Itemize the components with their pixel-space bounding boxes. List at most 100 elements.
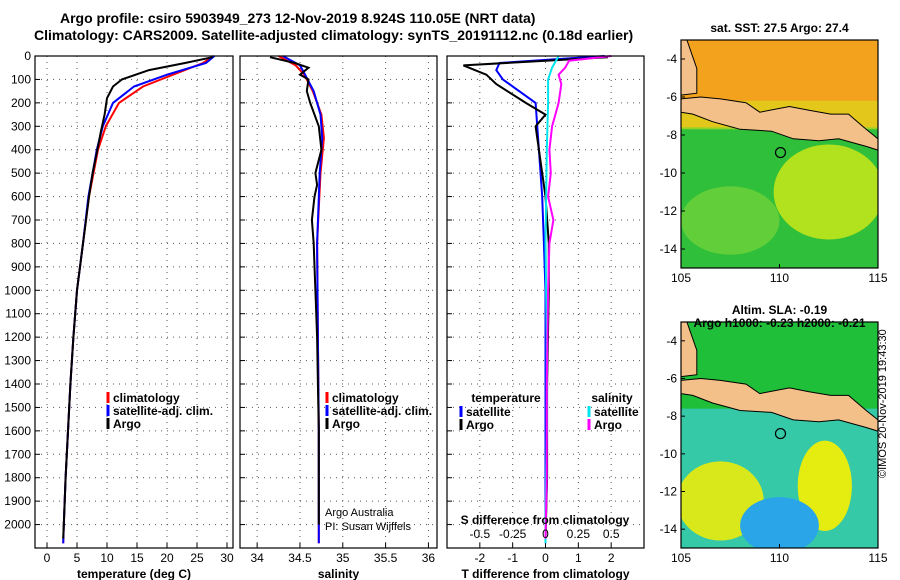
map-x-tick-label: 110 <box>770 551 789 565</box>
map-title: sat. SST: 27.5 Argo: 27.4 <box>710 21 849 35</box>
y-tick-label: 700 <box>11 213 31 227</box>
legend-title-temperature: temperature <box>471 391 541 405</box>
low-sla-south <box>740 497 819 548</box>
x-tick-label: 35 <box>336 551 350 565</box>
x-axis-label: salinity <box>318 567 360 580</box>
x-tick-label: 10 <box>100 551 114 565</box>
map-x-tick-label: 110 <box>770 271 789 285</box>
argo-float-marker <box>774 427 787 440</box>
x-tick-label: 34 <box>250 551 264 565</box>
x-tick-label: 20 <box>160 551 174 565</box>
y-tick-label: 1300 <box>4 354 31 368</box>
sumatra-land <box>681 40 698 96</box>
y-tick-label: 1900 <box>4 494 31 508</box>
sumatra-land <box>681 322 698 378</box>
difference-panel: -2 -1 0 1 2 T difference from climatology -0.5… <box>446 55 645 580</box>
legend-label: Argo <box>113 417 141 431</box>
legend-label: Argo <box>466 418 494 432</box>
warm-eddy <box>773 144 878 240</box>
cool-region <box>681 186 780 255</box>
y-tick-label: 1000 <box>4 283 31 297</box>
map-y-tick-label: -12 <box>660 485 678 499</box>
plot-frame <box>34 55 234 549</box>
y-tick-label: 1600 <box>4 424 31 438</box>
java-land <box>681 96 878 151</box>
y-tick-label: 2000 <box>4 518 31 532</box>
map-y-tick-label: -10 <box>660 166 678 180</box>
legend-label: satellite-adj. clim. <box>332 404 432 418</box>
series-line-argo <box>269 56 323 525</box>
x-tick-label: 30 <box>220 551 234 565</box>
y-tick-label: 1500 <box>4 400 31 414</box>
y-tick-label: 200 <box>11 96 31 110</box>
legend-label: Argo <box>332 417 360 431</box>
x-tick-label: 2 <box>608 551 615 565</box>
temperature-panel: 0 5 10 15 20 25 300100200300400500600700800900… <box>4 49 234 580</box>
map-y-tick-label: -8 <box>666 128 677 142</box>
s-diff-tick-label: -0.25 <box>499 527 527 541</box>
map-x-tick-label: 115 <box>868 271 887 285</box>
argo-float-marker <box>774 146 787 159</box>
x-tick-label: 15 <box>130 551 144 565</box>
legend-label: climatology <box>113 391 180 405</box>
map-y-tick-label: -4 <box>666 52 677 66</box>
x-tick-label: 1 <box>575 551 582 565</box>
y-tick-label: 0 <box>24 49 31 63</box>
y-tick-label: 400 <box>11 143 31 157</box>
plot-frame <box>239 55 438 549</box>
x-tick-label: -2 <box>474 551 485 565</box>
y-tick-label: 100 <box>11 72 31 86</box>
series-line-satellite-adj-clim- <box>62 55 216 544</box>
map-subtitle: Argo h1000: -0.23 h2000: -0.21 <box>693 316 865 330</box>
y-tick-label: 1100 <box>5 307 31 321</box>
x-tick-label: 25 <box>190 551 204 565</box>
sla-map: -4 -6 -8 -10 -12 -14 105 110 115 Altim. SLA: -0.1… <box>660 303 888 565</box>
annotation-argo-australia: Argo Australia <box>325 507 394 519</box>
high-sla-east <box>797 440 852 532</box>
y-tick-label: 900 <box>11 260 31 274</box>
x-tick-label: 36 <box>422 551 436 565</box>
salinity-panel: 34 34.5 35 35.5 36 salinity climatologysatelli… <box>239 55 438 580</box>
map-y-tick-label: -10 <box>660 447 678 461</box>
s-diff-tick-label: 0.25 <box>567 527 591 541</box>
java-land <box>681 377 878 432</box>
map-y-tick-label: -6 <box>666 90 677 104</box>
x-tick-label: 35.5 <box>374 551 398 565</box>
x-tick-label: 5 <box>74 551 81 565</box>
figure-title-line-2: Climatology: CARS2009. Satellite-adjuste… <box>34 27 634 43</box>
x-tick-label: 0 <box>44 551 51 565</box>
legend-title-salinity: salinity <box>591 391 633 405</box>
series-line-t-argo <box>463 56 608 539</box>
map-title: Altim. SLA: -0.19 <box>732 303 828 317</box>
annotation-pi-name: PI: Susan Wijffels <box>325 521 411 533</box>
plot-frame <box>446 55 645 549</box>
series-line-argo <box>62 56 213 539</box>
map-y-tick-label: -12 <box>660 204 678 218</box>
s-diff-tick-label: 0.5 <box>603 527 620 541</box>
map-content <box>681 322 878 548</box>
s-diff-tick-label: 0 <box>542 527 549 541</box>
y-tick-label: 500 <box>11 166 31 180</box>
y-tick-label: 1400 <box>4 377 31 391</box>
legend-label: Argo <box>594 418 622 432</box>
y-tick-label: 1700 <box>4 447 31 461</box>
x-tick-label: -1 <box>507 551 518 565</box>
figure-title-line-1: Argo profile: csiro 5903949_273 12-Nov-2… <box>60 10 536 26</box>
x-axis-label: temperature (deg C) <box>77 567 191 580</box>
map-y-tick-label: -4 <box>666 334 677 348</box>
x-axis-label: T difference from climatology <box>461 567 629 580</box>
x-tick-label: 0 <box>542 551 549 565</box>
map-y-tick-label: -8 <box>666 409 677 423</box>
sst-map: -4 -6 -8 -10 -12 -14 105 110 115 sat. SST: 27.5 A… <box>660 21 888 285</box>
map-y-tick-label: -14 <box>660 522 678 536</box>
legend-label: satellite <box>594 405 639 419</box>
y-tick-label: 300 <box>11 119 31 133</box>
y-tick-label: 1800 <box>4 471 31 485</box>
y-tick-label: 600 <box>11 190 31 204</box>
legend-label: satellite <box>466 405 511 419</box>
x-tick-label: 34.5 <box>288 551 312 565</box>
y-tick-label: 800 <box>11 236 31 250</box>
s-diff-axis-label: S difference from climatology <box>461 513 630 527</box>
s-diff-tick-label: -0.5 <box>469 527 490 541</box>
